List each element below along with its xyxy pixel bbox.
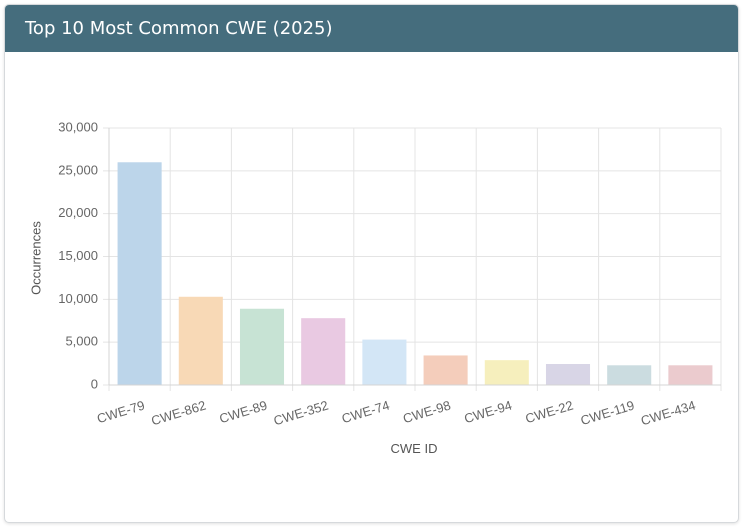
x-tick-label: CWE-22 xyxy=(524,398,575,427)
bar-cwe-94 xyxy=(484,360,529,385)
y-tick-label: 0 xyxy=(91,376,98,391)
x-tick-label: CWE-352 xyxy=(272,398,330,429)
card-body: 0 5,000 10,000 15,000 20,000 25,000 30,000 CWE-… xyxy=(5,52,738,522)
chart-card: Top 10 Most Common CWE (2025) 0 5,000 10,0… xyxy=(4,4,739,523)
x-tick-label: CWE-98 xyxy=(401,398,452,427)
bar-cwe-22 xyxy=(545,364,591,385)
bar-cwe-119 xyxy=(607,365,652,385)
y-tick-label: 25,000 xyxy=(58,162,98,177)
bar-cwe-434 xyxy=(668,365,713,385)
y-tick-label: 20,000 xyxy=(58,205,98,220)
bar-cwe-89 xyxy=(239,308,285,385)
y-tick-label: 10,000 xyxy=(58,291,98,306)
card-title: Top 10 Most Common CWE (2025) xyxy=(25,18,333,39)
axis-labels: Occurrences CWE ID xyxy=(28,221,437,456)
x-tick-label: CWE-94 xyxy=(462,398,513,427)
x-axis-title: CWE ID xyxy=(391,441,438,456)
y-tick-label: 15,000 xyxy=(58,248,98,263)
grid-lines xyxy=(103,127,722,391)
bars xyxy=(117,162,713,385)
bar-cwe-352 xyxy=(301,318,346,385)
x-tick-label: CWE-862 xyxy=(149,398,207,429)
card-header: Top 10 Most Common CWE (2025) xyxy=(5,5,738,52)
y-tick-label: 5,000 xyxy=(65,334,98,349)
x-tick-label: CWE-74 xyxy=(340,398,391,427)
y-tick-label: 30,000 xyxy=(58,119,98,134)
x-tick-label: CWE-89 xyxy=(218,398,269,427)
x-tick-label: CWE-434 xyxy=(639,398,697,429)
y-axis-title: Occurrences xyxy=(28,221,43,295)
bar-cwe-74 xyxy=(362,339,407,385)
x-tick-label: CWE-79 xyxy=(95,398,146,427)
bar-chart: 0 5,000 10,000 15,000 20,000 25,000 30,000 CWE-… xyxy=(28,119,722,456)
bar-cwe-862 xyxy=(178,296,223,385)
bar-cwe-98 xyxy=(423,355,468,385)
x-tick-label: CWE-119 xyxy=(579,398,636,429)
bar-cwe-79 xyxy=(117,162,162,385)
